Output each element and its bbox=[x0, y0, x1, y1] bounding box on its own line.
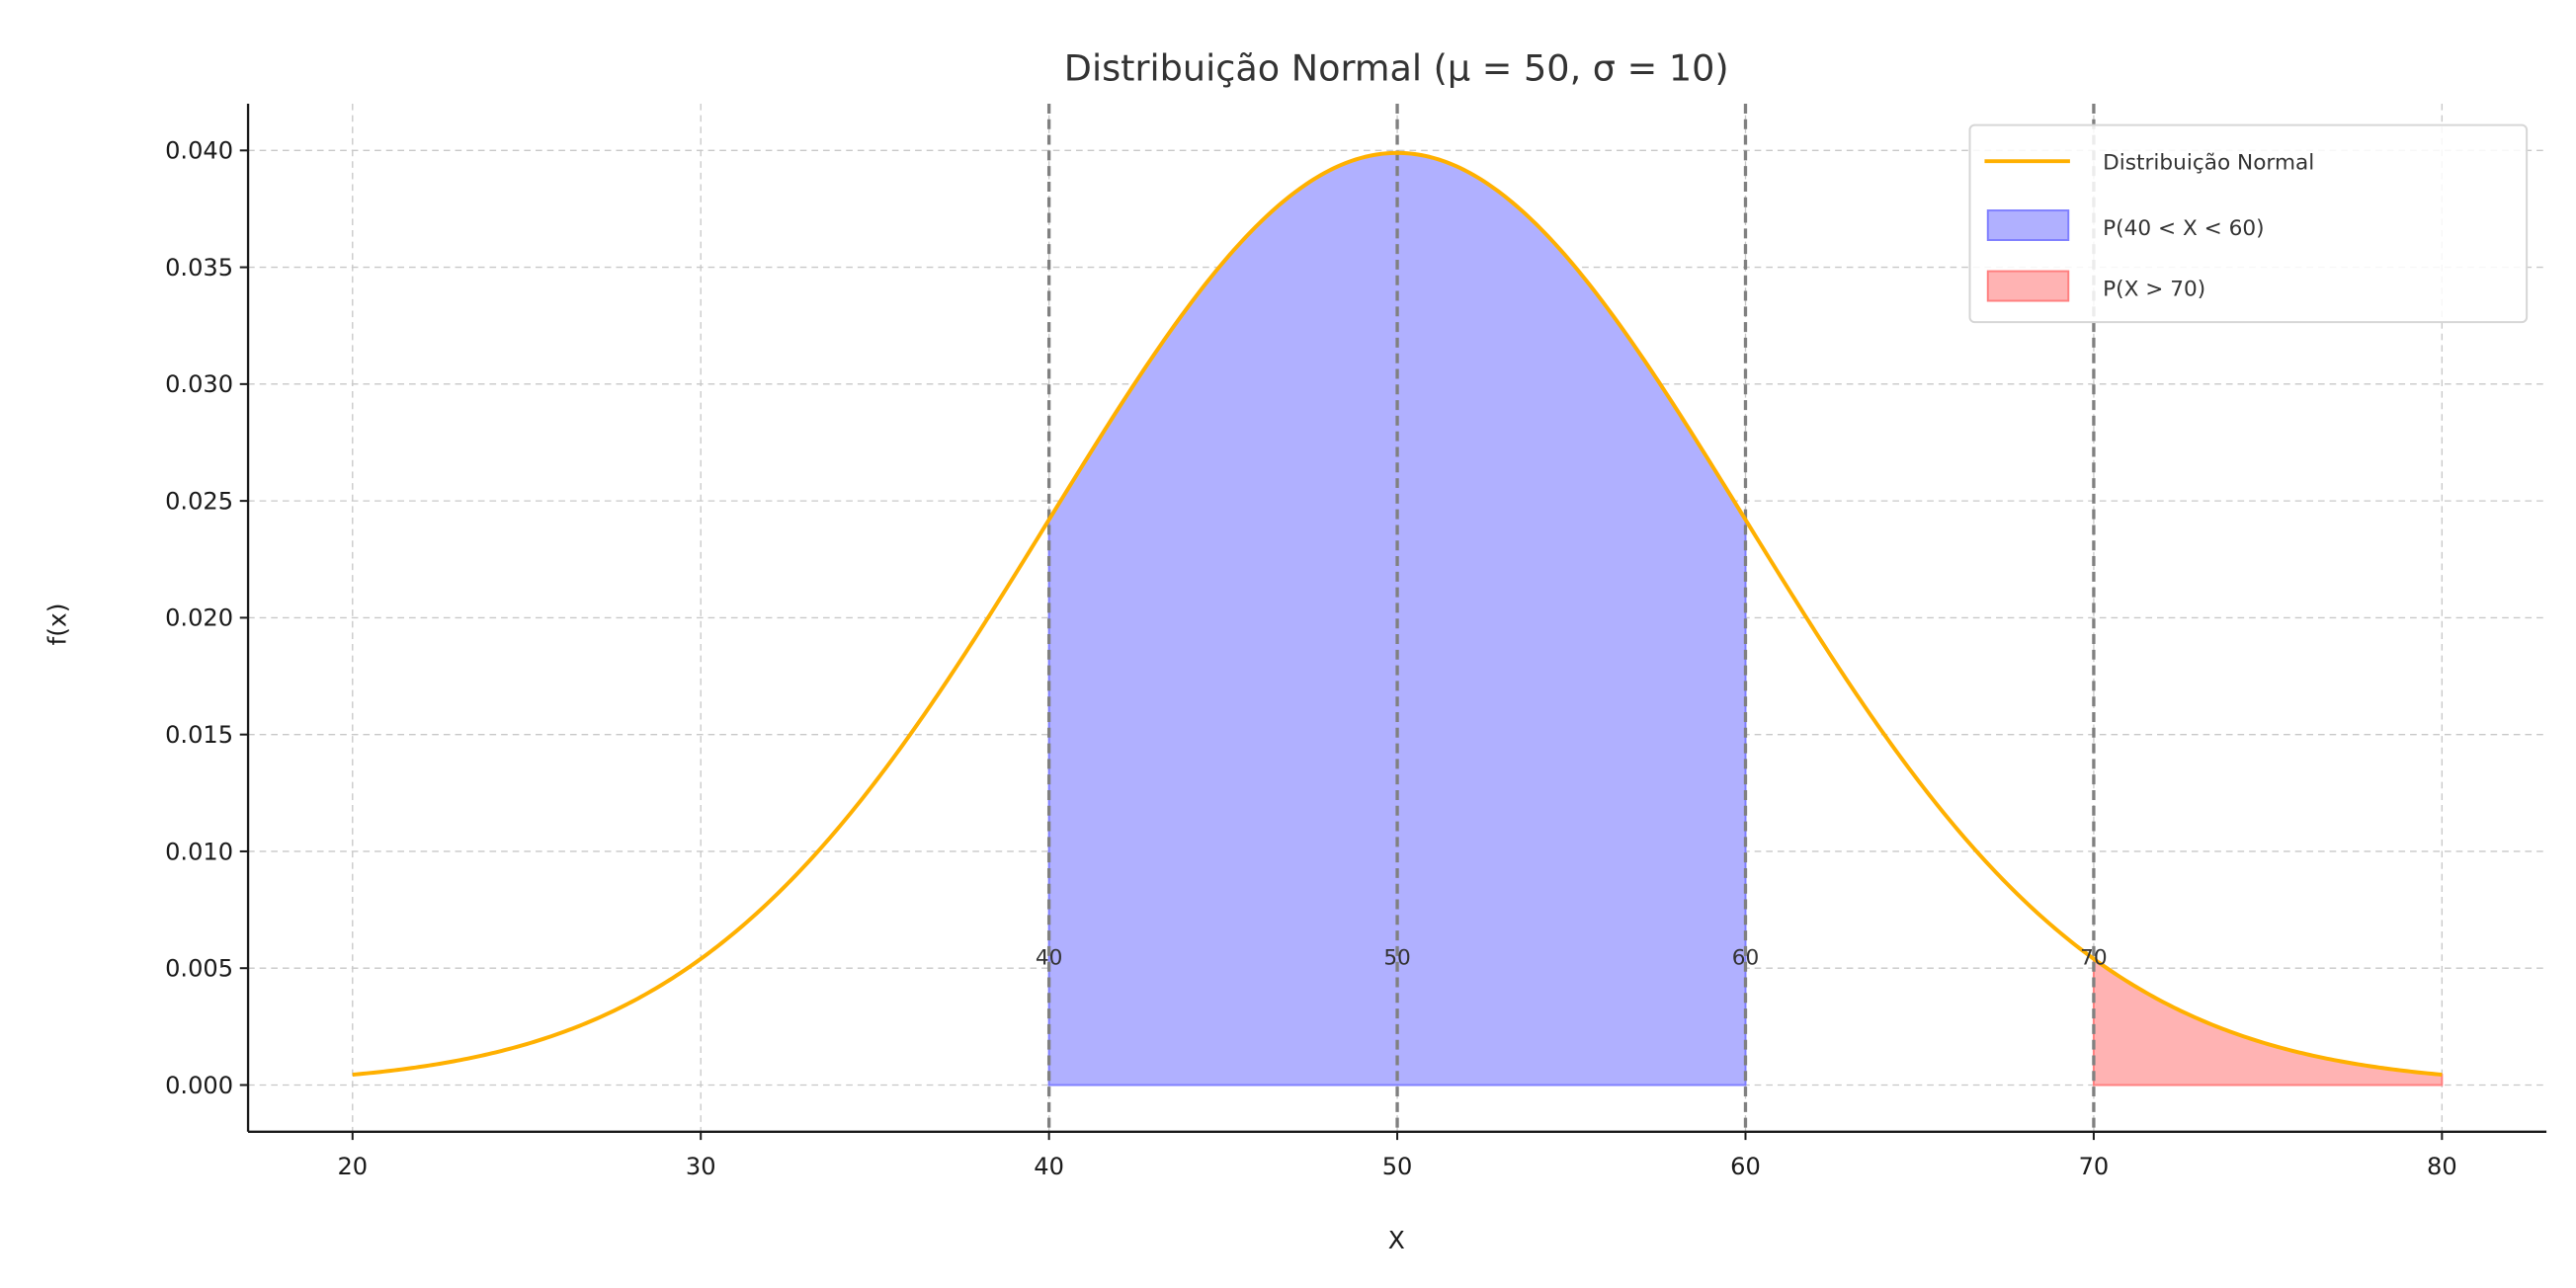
y-tick-label: 0.000 bbox=[165, 1072, 233, 1099]
x-tick-label: 20 bbox=[337, 1153, 368, 1180]
legend-label-normal: Distribuição Normal bbox=[2103, 151, 2314, 176]
x-tick-label: 30 bbox=[686, 1153, 716, 1180]
annotation-label: 70 bbox=[2080, 946, 2108, 971]
y-tick-label: 0.040 bbox=[165, 137, 233, 165]
legend: Distribuição Normal P(40 < X < 60) P(X >… bbox=[1968, 123, 2529, 324]
x-tick-label: 40 bbox=[1034, 1153, 1064, 1180]
y-tick-label: 0.020 bbox=[165, 604, 233, 632]
y-tick-label: 0.030 bbox=[165, 370, 233, 398]
y-ticks: 0.000 0.005 0.010 0.015 0.020 0.025 0.030 0.035… bbox=[165, 137, 249, 1099]
x-tick-label: 80 bbox=[2427, 1153, 2457, 1180]
x-tick-label: 50 bbox=[1382, 1153, 1413, 1180]
y-tick-label: 0.005 bbox=[165, 955, 233, 983]
x-tick-label: 60 bbox=[1730, 1153, 1761, 1180]
annotation-label: 40 bbox=[1036, 946, 1063, 971]
y-tick-label: 0.010 bbox=[165, 838, 233, 865]
y-axis-label: f(x) bbox=[43, 604, 72, 646]
x-ticks: 20 30 40 50 60 70 80 bbox=[337, 1131, 2457, 1180]
annotation-label: 60 bbox=[1732, 946, 1760, 971]
legend-swatch-blue bbox=[1986, 209, 2070, 241]
legend-label-between: P(40 < X < 60) bbox=[2103, 216, 2264, 241]
x-axis-label: X bbox=[1388, 1226, 1405, 1254]
legend-box bbox=[1968, 123, 2529, 324]
chart-title: Distribuição Normal (μ = 50, σ = 10) bbox=[1064, 47, 1729, 90]
shaded-region bbox=[2092, 956, 2444, 1087]
series-line-normal bbox=[352, 150, 2443, 1077]
y-tick-label: 0.015 bbox=[165, 721, 233, 749]
y-tick-label: 0.025 bbox=[165, 487, 233, 515]
x-tick-label: 70 bbox=[2079, 1153, 2110, 1180]
legend-label-tail: P(X > 70) bbox=[2103, 278, 2205, 302]
annotations: 40 50 60 70 bbox=[1036, 946, 2108, 971]
y-tick-label: 0.035 bbox=[165, 254, 233, 282]
legend-swatch-red bbox=[1986, 270, 2070, 302]
annotation-label: 50 bbox=[1383, 946, 1411, 971]
